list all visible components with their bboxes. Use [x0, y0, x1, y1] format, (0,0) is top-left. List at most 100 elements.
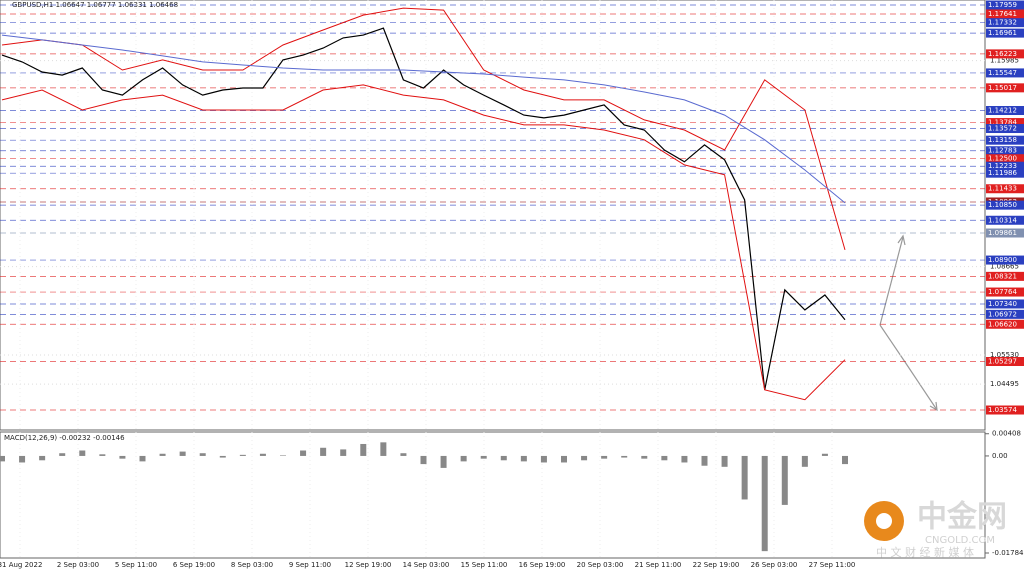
forecast-arrows	[879, 234, 938, 412]
level-label: 1.16961	[988, 29, 1017, 37]
macd-bar	[380, 442, 387, 456]
level-box	[986, 200, 1024, 210]
level-box	[986, 9, 1024, 19]
level-label: 1.13784	[988, 119, 1017, 127]
level-label: 1.11433	[988, 185, 1017, 193]
macd-bar	[621, 455, 628, 458]
price-line	[1, 7, 846, 251]
macd-bar	[721, 455, 728, 467]
macd-bar	[159, 453, 166, 456]
level-label: 1.17332	[988, 19, 1017, 27]
macd-bar	[300, 450, 307, 456]
x-tick-label: 9 Sep 11:00	[289, 561, 331, 569]
level-box	[986, 255, 1024, 265]
macd-bar	[199, 453, 206, 456]
level-box	[986, 83, 1024, 93]
macd-bar	[681, 455, 688, 463]
level-label: 1.10850	[988, 201, 1017, 209]
macd-bar	[460, 455, 467, 462]
macd-bar	[500, 455, 507, 461]
level-label: 1.10314	[988, 216, 1017, 224]
level-label: 1.14212	[988, 107, 1017, 115]
level-box	[986, 161, 1024, 171]
x-tick-label: 27 Sep 11:00	[809, 561, 856, 569]
x-tick-label: 15 Sep 11:00	[461, 561, 508, 569]
macd-bar	[119, 455, 126, 459]
logo-inner	[876, 513, 892, 529]
level-box	[986, 18, 1024, 28]
price-panel	[0, 0, 986, 431]
macd-bar	[340, 449, 347, 456]
level-label: 1.12500	[988, 155, 1017, 163]
price-line	[1, 84, 846, 401]
macd-bar	[59, 453, 66, 456]
level-box	[986, 215, 1024, 225]
macd-bar	[179, 451, 186, 456]
macd-bar	[601, 455, 608, 459]
macd-bar	[661, 455, 668, 461]
macd-bar	[741, 455, 748, 500]
watermark: 中金网 CNGOLD.COM 中 文 财 经 新 媒 体	[864, 500, 1007, 559]
level-label: 1.13158	[988, 136, 1017, 144]
level-label: 1.12783	[988, 147, 1017, 155]
price-line	[1, 34, 846, 204]
level-label: 1.07764	[988, 288, 1017, 296]
macd-tick-label: -0.01784	[992, 549, 1024, 557]
level-label: 1.15017	[988, 84, 1017, 92]
macd-bar	[320, 447, 327, 456]
macd-bar	[781, 455, 788, 505]
macd-bar	[0, 455, 5, 462]
macd-bar	[360, 443, 367, 456]
level-label: 1.12233	[988, 162, 1017, 170]
x-tick-label: 20 Sep 03:00	[577, 561, 624, 569]
macd-bar	[480, 455, 487, 459]
y-tick-label: 1.05530	[990, 351, 1019, 359]
macd-bar	[701, 455, 708, 466]
level-box	[986, 49, 1024, 59]
x-tick-label: 21 Sep 11:00	[635, 561, 682, 569]
macd-bar	[801, 455, 808, 467]
level-box	[986, 0, 1024, 10]
macd-bar	[99, 454, 106, 456]
x-tick-label: 31 Aug 2022	[0, 561, 42, 569]
level-label: 1.17959	[988, 1, 1017, 9]
level-label: 1.06620	[988, 320, 1017, 328]
level-box	[986, 154, 1024, 164]
level-box	[986, 309, 1024, 319]
level-box	[986, 168, 1024, 178]
x-tick-label: 12 Sep 19:00	[345, 561, 392, 569]
level-box	[986, 28, 1024, 38]
level-box	[986, 271, 1024, 281]
macd-bar	[400, 453, 407, 456]
level-label: 1.09861	[988, 229, 1017, 237]
level-box	[986, 319, 1024, 329]
macd-bar	[540, 455, 547, 463]
macd-bar	[239, 454, 246, 456]
macd-bar	[641, 455, 648, 459]
level-box	[986, 405, 1024, 415]
x-tick-label: 5 Sep 11:00	[115, 561, 157, 569]
level-box	[986, 106, 1024, 116]
level-box	[986, 135, 1024, 145]
macd-bar	[581, 455, 588, 461]
macd-bar	[561, 455, 567, 463]
x-tick-label: 6 Sep 19:00	[173, 561, 215, 569]
level-label: 1.07340	[988, 300, 1017, 308]
macd-bar	[39, 455, 46, 461]
level-label: 1.16223	[988, 50, 1017, 58]
y-tick-label: 1.15985	[990, 57, 1019, 65]
level-box	[986, 68, 1024, 78]
level-box	[986, 146, 1024, 156]
level-box	[986, 118, 1024, 128]
macd-bar	[821, 453, 828, 456]
macd-bar	[420, 455, 427, 465]
level-box	[986, 357, 1024, 367]
x-tick-label: 26 Sep 03:00	[751, 561, 798, 569]
watermark-slogan: 中 文 财 经 新 媒 体	[876, 545, 974, 559]
x-tick-label: 16 Sep 19:00	[519, 561, 566, 569]
watermark-site: CNGOLD.COM	[925, 535, 995, 546]
macd-bar	[139, 455, 146, 462]
macd-bar	[440, 455, 447, 468]
level-label: 1.03574	[988, 406, 1017, 414]
